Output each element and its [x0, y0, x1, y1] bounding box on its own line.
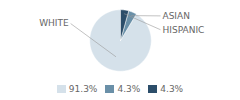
html-text:4.3%: 4.3%	[117, 84, 141, 94]
svg-text:ASIAN: ASIAN	[163, 11, 190, 21]
svg-text:WHITE: WHITE	[39, 18, 69, 28]
html-text:4.3%: 4.3%	[160, 84, 184, 94]
svg-text:HISPANIC: HISPANIC	[163, 25, 205, 35]
html-text:91.3%: 91.3%	[68, 84, 98, 94]
